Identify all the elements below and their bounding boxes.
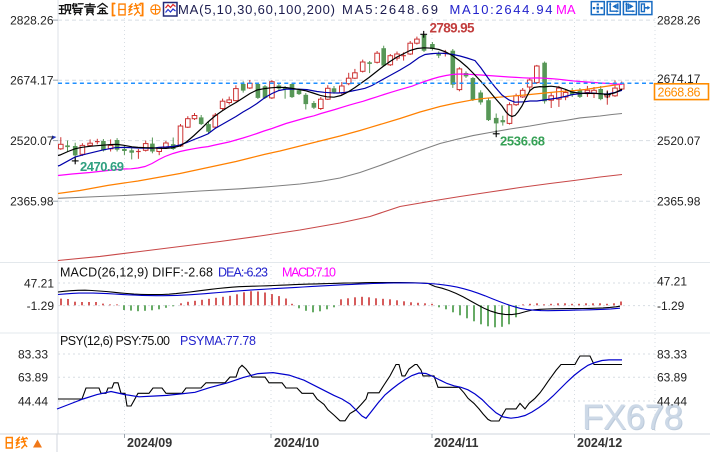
svg-text:2828.26: 2828.26 [10, 13, 54, 27]
svg-text:44.44: 44.44 [657, 394, 687, 408]
svg-text:DEA:-6.23: DEA:-6.23 [218, 266, 268, 280]
svg-text:2668.86: 2668.86 [658, 85, 701, 99]
svg-text:2470.69: 2470.69 [80, 159, 124, 174]
svg-text:FX678: FX678 [582, 398, 683, 437]
svg-text:PSY(12,6) PSY:75.00: PSY(12,6) PSY:75.00 [60, 334, 170, 348]
svg-text:2674.17: 2674.17 [657, 72, 701, 86]
svg-text:MACD(26,12,9) DIFF:-2.68: MACD(26,12,9) DIFF:-2.68 [60, 266, 213, 280]
svg-text:2024/11: 2024/11 [434, 436, 479, 450]
svg-text:PSYMA:77.78: PSYMA:77.78 [180, 334, 256, 348]
svg-text:63.89: 63.89 [657, 371, 687, 385]
svg-text:-1.29: -1.29 [657, 299, 685, 313]
svg-text:2365.98: 2365.98 [657, 195, 701, 209]
svg-text:44.44: 44.44 [18, 394, 48, 408]
svg-text:2789.95: 2789.95 [430, 21, 475, 36]
svg-text:MA(5,10,30,60,100,200): MA(5,10,30,60,100,200) [178, 2, 335, 17]
svg-text:2024/12: 2024/12 [577, 436, 622, 450]
svg-text:83.33: 83.33 [18, 347, 48, 361]
svg-text:-1.29: -1.29 [27, 299, 55, 313]
svg-text:MA10:2644.94: MA10:2644.94 [450, 2, 553, 17]
svg-text:2520.07: 2520.07 [10, 134, 54, 148]
svg-text:MACD:7.10: MACD:7.10 [282, 266, 336, 280]
svg-text:47.21: 47.21 [657, 275, 687, 289]
svg-text:2024/10: 2024/10 [274, 436, 319, 450]
svg-text:63.89: 63.89 [18, 371, 48, 385]
svg-text:47.21: 47.21 [24, 276, 54, 290]
svg-text:MA5:2648.69: MA5:2648.69 [342, 2, 438, 17]
svg-text:2520.07: 2520.07 [657, 134, 701, 148]
svg-text:2024/09: 2024/09 [127, 436, 172, 450]
svg-text:83.33: 83.33 [657, 347, 687, 361]
svg-text:2536.68: 2536.68 [500, 134, 545, 149]
svg-text:2365.98: 2365.98 [10, 195, 54, 209]
svg-text:2674.17: 2674.17 [10, 74, 54, 88]
svg-text:MA: MA [556, 2, 576, 17]
svg-text:2828.26: 2828.26 [657, 13, 701, 27]
